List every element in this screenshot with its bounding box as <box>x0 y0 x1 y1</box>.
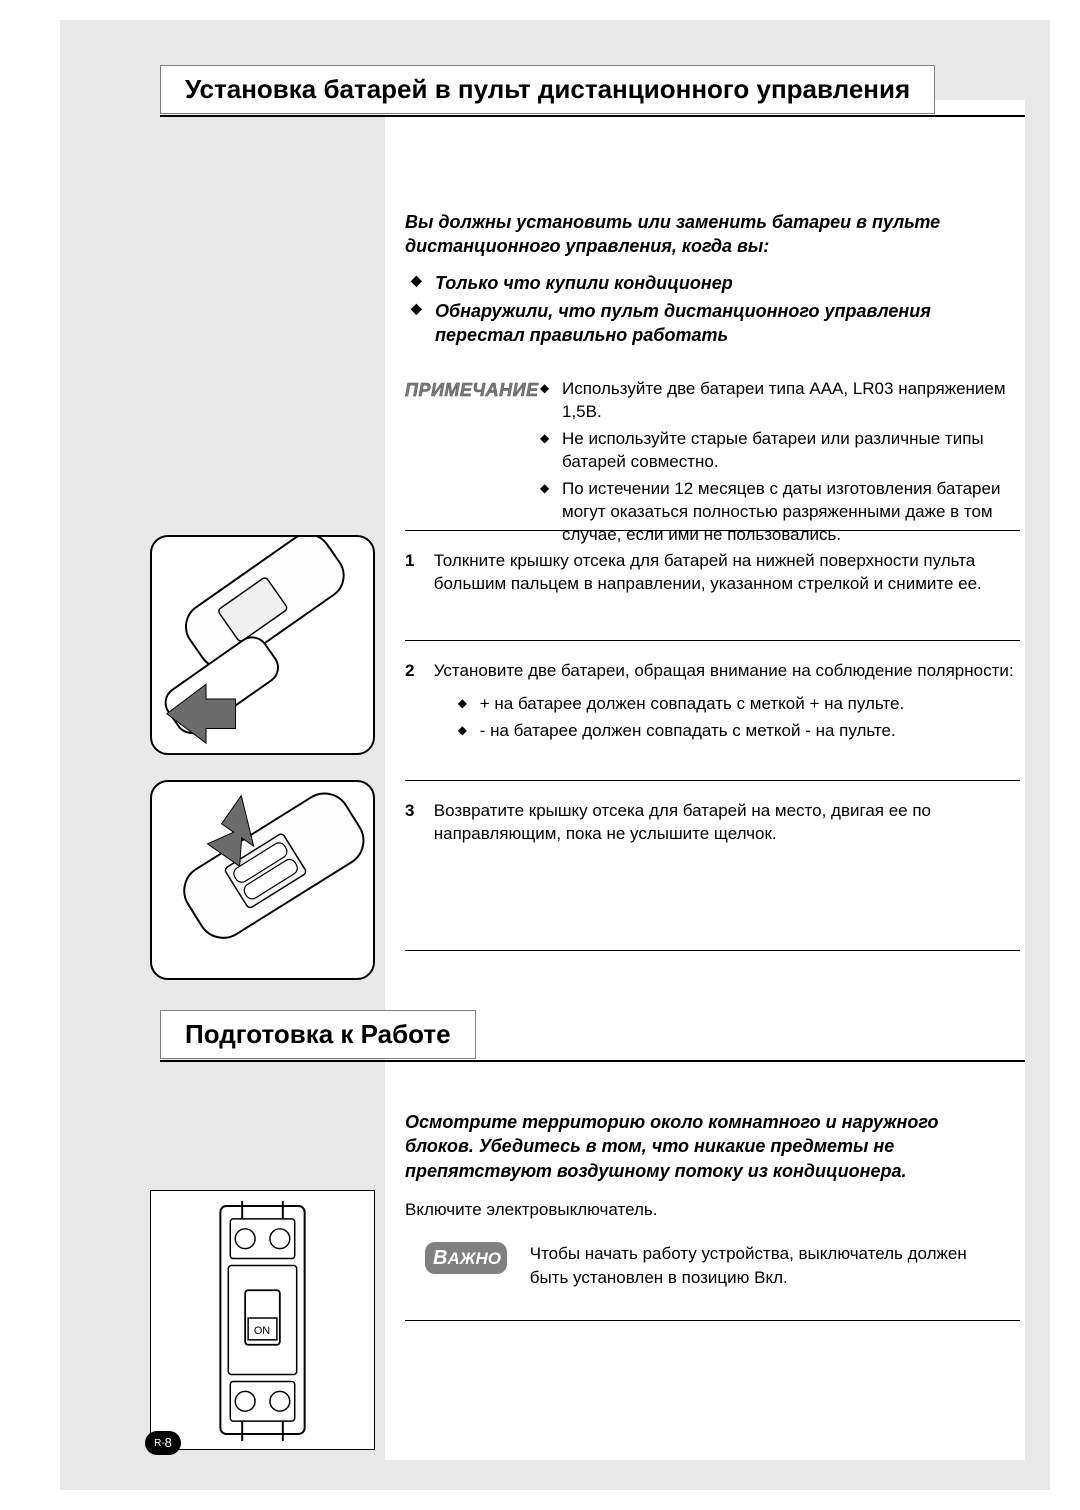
section1-intro-lead: Вы должны установить или заменить батаре… <box>405 210 1005 259</box>
intro-item: Обнаружили, что пульт дистанционного упр… <box>435 299 1005 348</box>
note-item: По истечении 12 месяцев с даты изготовле… <box>540 478 1020 547</box>
step-number: 3 <box>405 800 429 823</box>
note-item: Не используйте старые батареи или различ… <box>540 428 1020 474</box>
manual-page: Установка батарей в пульт дистанционного… <box>60 20 1050 1490</box>
section2-heading-box: Подготовка к Работе <box>160 1010 476 1059</box>
page-number-badge: R-8 <box>145 1431 181 1455</box>
step2-sub-item: - на батарее должен совпадать с меткой -… <box>458 720 1014 743</box>
breaker-on-label: ON <box>254 1325 270 1337</box>
page-number: 8 <box>165 1435 172 1450</box>
divider <box>405 1320 1020 1321</box>
step-2: 2 Установите две батареи, обращая вниман… <box>405 660 1015 747</box>
divider <box>405 640 1020 641</box>
step-3: 3 Возвратите крышку отсека для батарей н… <box>405 800 1015 846</box>
step-number: 2 <box>405 660 429 683</box>
step-text: Установите две батареи, обращая внимание… <box>434 660 1014 747</box>
intro-item: Только что купили кондиционер <box>435 271 1005 295</box>
divider <box>405 530 1020 531</box>
step2-lead: Установите две батареи, обращая внимание… <box>434 661 1014 680</box>
section1-intro: Вы должны установить или заменить батаре… <box>405 210 1005 351</box>
note-list: Используйте две батареи типа AAA, LR03 н… <box>540 378 1020 551</box>
divider <box>405 780 1020 781</box>
power-on-text: Включите электровыключатель. <box>405 1200 658 1220</box>
important-badge-rest: АЖНО <box>447 1249 501 1268</box>
remote-svg-2 <box>152 782 373 978</box>
step-number: 1 <box>405 550 429 573</box>
important-badge: ВАЖНО <box>425 1242 507 1274</box>
step-text: Толкните крышку отсека для батарей на ни… <box>434 550 1014 596</box>
note-item: Используйте две батареи типа AAA, LR03 н… <box>540 378 1020 424</box>
remote-svg-1 <box>152 537 373 753</box>
section1-heading-wrap: Установка батарей в пульт дистанционного… <box>160 65 1025 117</box>
section1-title: Установка батарей в пульт дистанционного… <box>185 74 910 104</box>
section2-intro: Осмотрите территорию около комнатного и … <box>405 1110 1005 1183</box>
step2-sub-item: + на батарее должен совпадать с меткой +… <box>458 693 1014 716</box>
section2-title: Подготовка к Работе <box>185 1019 451 1049</box>
step2-sublist: + на батарее должен совпадать с меткой +… <box>434 693 1014 743</box>
section2-heading-wrap: Подготовка к Работе <box>160 1010 1025 1062</box>
step-1: 1 Толкните крышку отсека для батарей на … <box>405 550 1015 596</box>
illustration-remote-remove-cover <box>150 535 375 755</box>
page-number-prefix: R- <box>154 1438 165 1449</box>
section1-intro-list: Только что купили кондиционер Обнаружили… <box>405 271 1005 348</box>
divider <box>405 950 1020 951</box>
note-label: ПРИМЕЧАНИЕ <box>405 380 539 401</box>
important-text: Чтобы начать работу устройства, выключат… <box>530 1242 1010 1290</box>
illustration-circuit-breaker: ON <box>150 1190 375 1450</box>
step-text: Возвратите крышку отсека для батарей на … <box>434 800 1014 846</box>
illustration-remote-insert-batteries <box>150 780 375 980</box>
important-row: ВАЖНО Чтобы начать работу устройства, вы… <box>425 1242 1015 1290</box>
breaker-svg: ON <box>151 1191 374 1449</box>
section1-heading-box: Установка батарей в пульт дистанционного… <box>160 65 935 114</box>
important-badge-first: В <box>433 1247 447 1269</box>
